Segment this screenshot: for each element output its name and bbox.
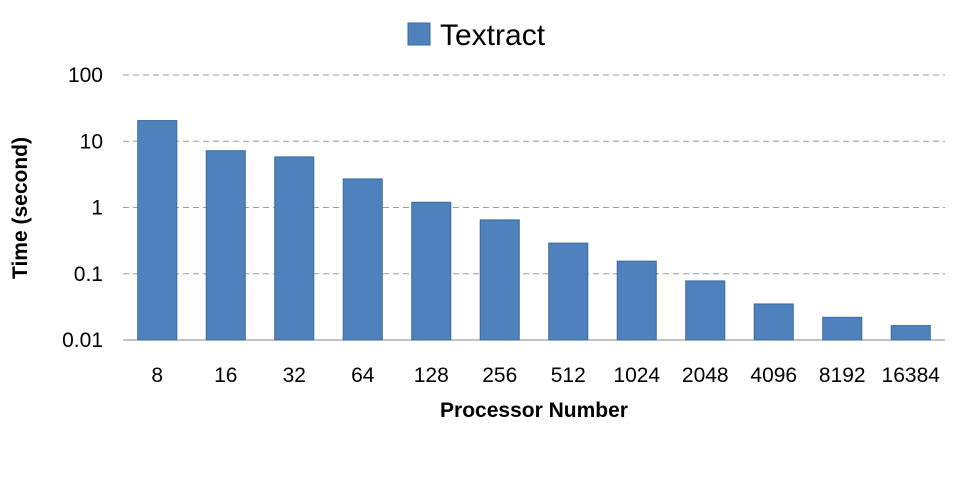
x-tick-label: 64 [351,364,375,387]
y-tick-label: 10 [80,130,103,153]
y-tick-label: 1 [91,197,103,220]
bar-16384 [890,325,931,341]
x-tick-label: 32 [283,364,306,387]
x-tick-label: 2048 [682,364,729,387]
x-tick-label: 256 [482,364,517,387]
x-tick-labels: 8 16 32 64 128 256 512 1024 2048 4096 8192 16384 [151,364,940,387]
bar-512 [548,242,589,341]
x-tick-label: 4096 [750,364,797,387]
x-axis-title: Processor Number [440,399,628,422]
x-tick-label: 1024 [613,364,660,387]
x-tick-label: 8192 [819,364,866,387]
y-tick-label: 0.01 [62,329,103,352]
bar-1024 [616,260,657,341]
legend-label: Textract [440,19,546,52]
bars [137,120,931,341]
x-tick-label: 512 [551,364,586,387]
y-tick-labels: 0.01 0.1 1 10 100 [62,64,103,352]
x-tick-label: 16 [214,364,237,387]
bar-4096 [753,303,794,341]
bar-32 [274,156,315,341]
y-tick-label: 100 [68,64,103,87]
bar-64 [342,178,383,341]
legend: Textract [407,19,546,52]
bar-16 [205,150,246,341]
y-axis-title: Time (second) [9,137,32,279]
x-tick-label: 16384 [882,364,941,387]
bar-8192 [822,316,863,341]
x-tick-label: 128 [414,364,449,387]
bar-2048 [685,280,726,341]
x-tick-label: 8 [151,364,163,387]
legend-swatch [407,22,431,46]
y-tick-label: 0.1 [74,263,103,286]
bar-8 [137,120,178,341]
gridlines [123,74,945,341]
bar-128 [411,201,452,341]
bar-256 [479,219,520,341]
